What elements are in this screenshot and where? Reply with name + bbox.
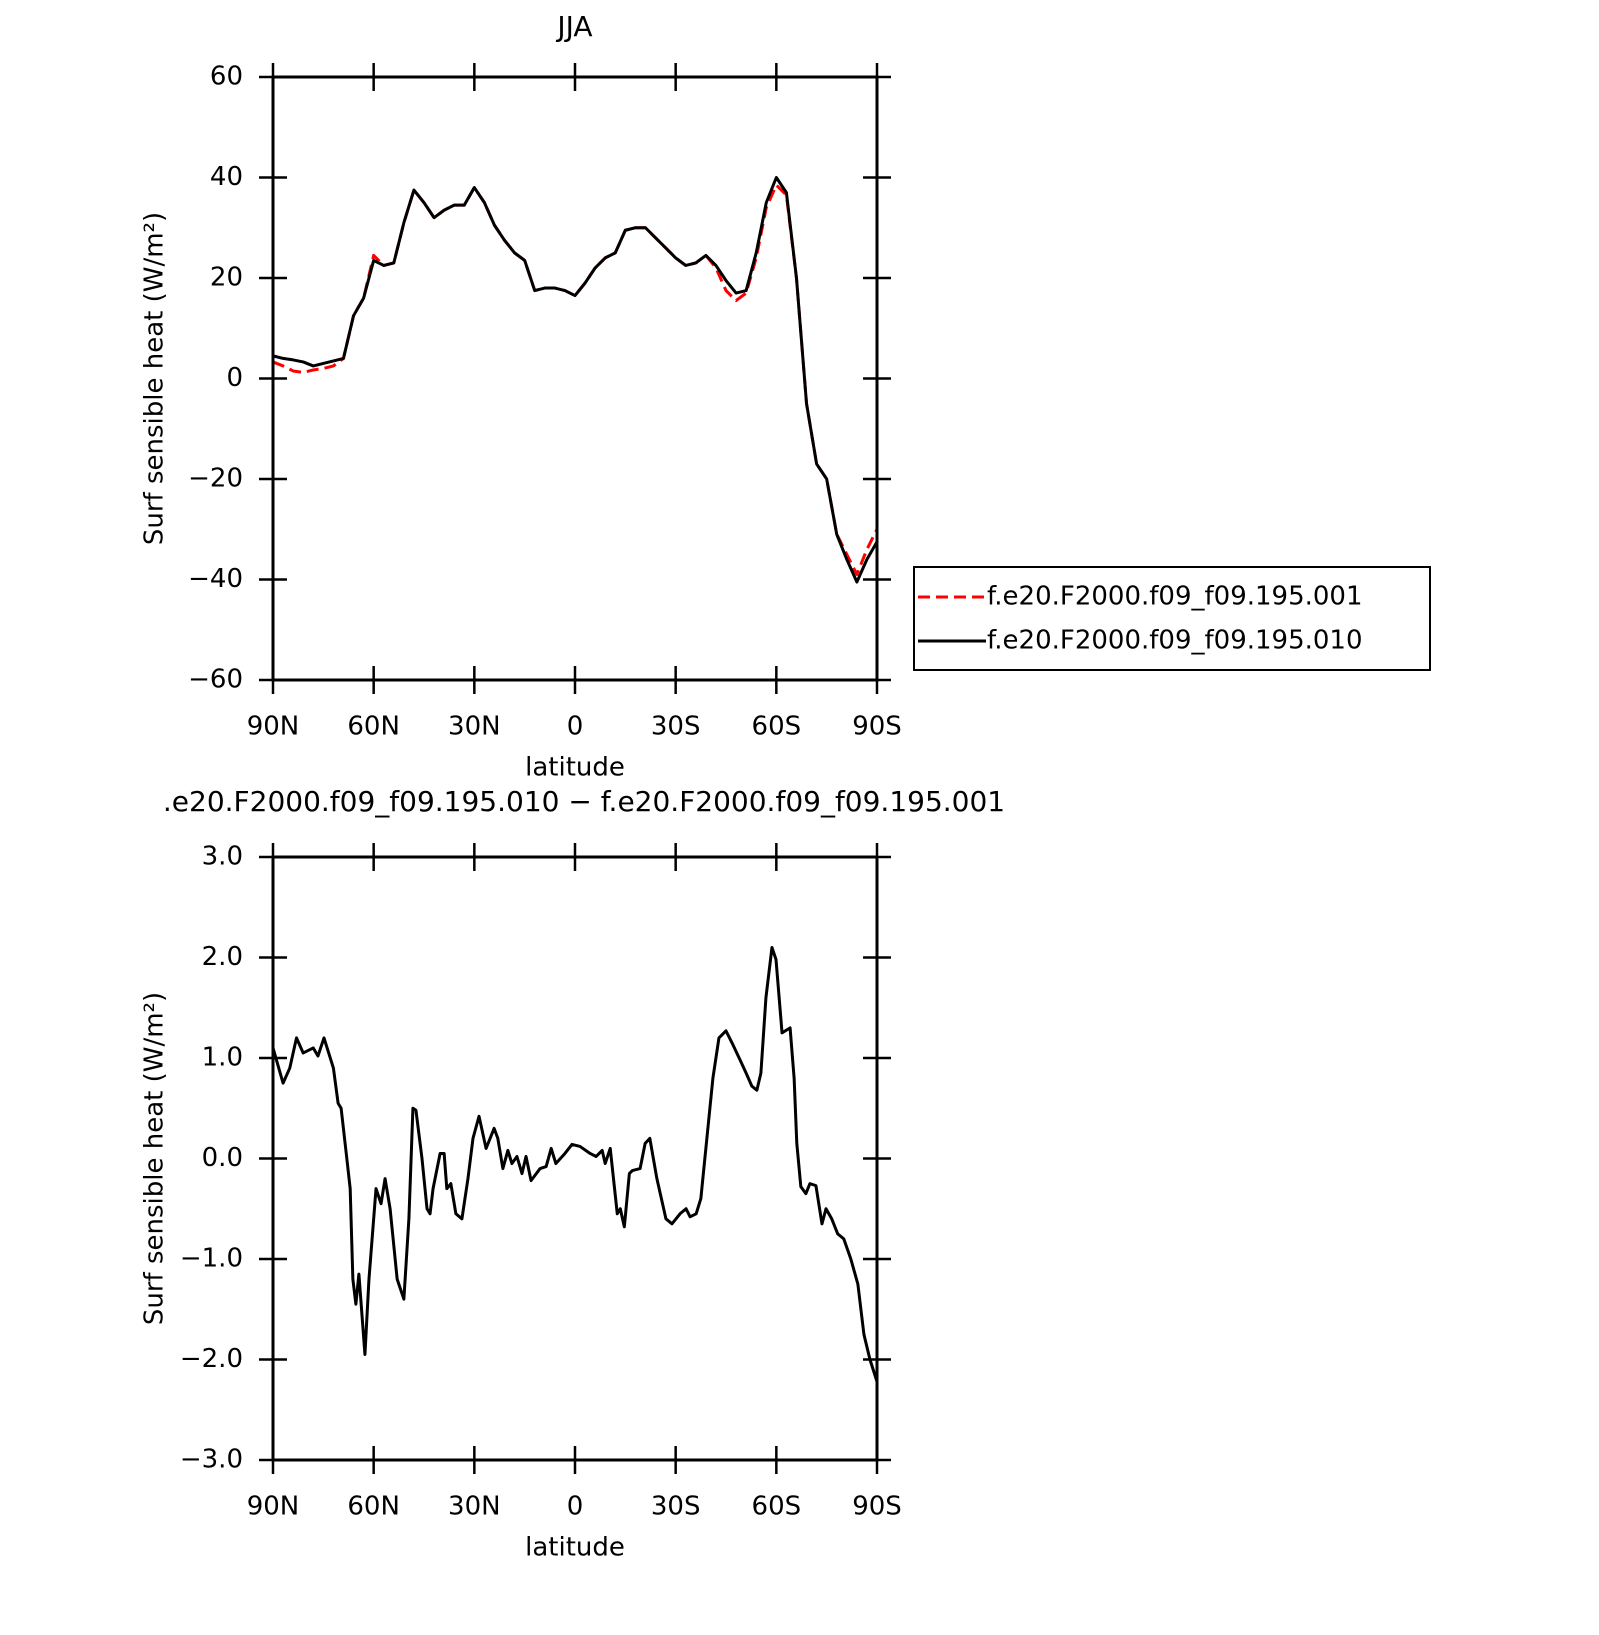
x-tick-label: 90N xyxy=(247,1492,300,1522)
y-tick-label: −20 xyxy=(188,464,243,494)
data-line xyxy=(272,176,879,584)
x-tick-label: 30N xyxy=(448,1492,501,1522)
y-tick-label: −2.0 xyxy=(180,1344,243,1374)
legend-label: f.e20.F2000.f09_f09.195.010 xyxy=(987,626,1363,656)
y-tick-label: 20 xyxy=(210,263,243,293)
y-tick-label: 2.0 xyxy=(202,942,243,972)
x-tick-label: 60S xyxy=(752,712,802,742)
y-axis-label: Surf sensible heat (W/m²) xyxy=(140,212,170,545)
x-tick-label: 60S xyxy=(752,1492,802,1522)
x-tick-label: 30N xyxy=(448,712,501,742)
y-tick-label: −3.0 xyxy=(180,1445,243,1475)
data-line xyxy=(271,945,879,1383)
x-tick-label: 0 xyxy=(567,1492,584,1522)
y-tick-label: 3.0 xyxy=(202,842,243,872)
x-axis-label: latitude xyxy=(525,753,625,783)
y-tick-label: −60 xyxy=(188,665,243,695)
x-tick-label: 60N xyxy=(347,712,400,742)
y-tick-label: 60 xyxy=(210,62,243,92)
y-tick-label: 40 xyxy=(210,162,243,192)
x-tick-label: 90S xyxy=(852,1492,902,1522)
y-axis-label: Surf sensible heat (W/m²) xyxy=(140,992,170,1325)
x-tick-label: 90N xyxy=(247,712,300,742)
x-tick-label: 0 xyxy=(567,712,584,742)
y-tick-label: 0 xyxy=(226,363,243,393)
x-tick-label: 30S xyxy=(651,1492,701,1522)
y-tick-label: 0.0 xyxy=(202,1143,243,1173)
x-tick-label: 90S xyxy=(852,712,902,742)
y-tick-label: 1.0 xyxy=(202,1043,243,1073)
plot-frame xyxy=(271,75,879,682)
x-axis-label: latitude xyxy=(525,1533,625,1563)
data-line xyxy=(272,183,879,576)
chart-title: .e20.F2000.f09_f09.195.010 − f.e20.F2000… xyxy=(163,785,1005,818)
y-tick-label: −1.0 xyxy=(180,1244,243,1274)
legend-label: f.e20.F2000.f09_f09.195.001 xyxy=(987,582,1363,612)
legend-box xyxy=(913,566,1431,671)
x-tick-label: 60N xyxy=(347,1492,400,1522)
chart-title: JJA xyxy=(555,10,592,43)
y-tick-label: −40 xyxy=(188,564,243,594)
plot-frame xyxy=(271,855,879,1462)
x-tick-label: 30S xyxy=(651,712,701,742)
